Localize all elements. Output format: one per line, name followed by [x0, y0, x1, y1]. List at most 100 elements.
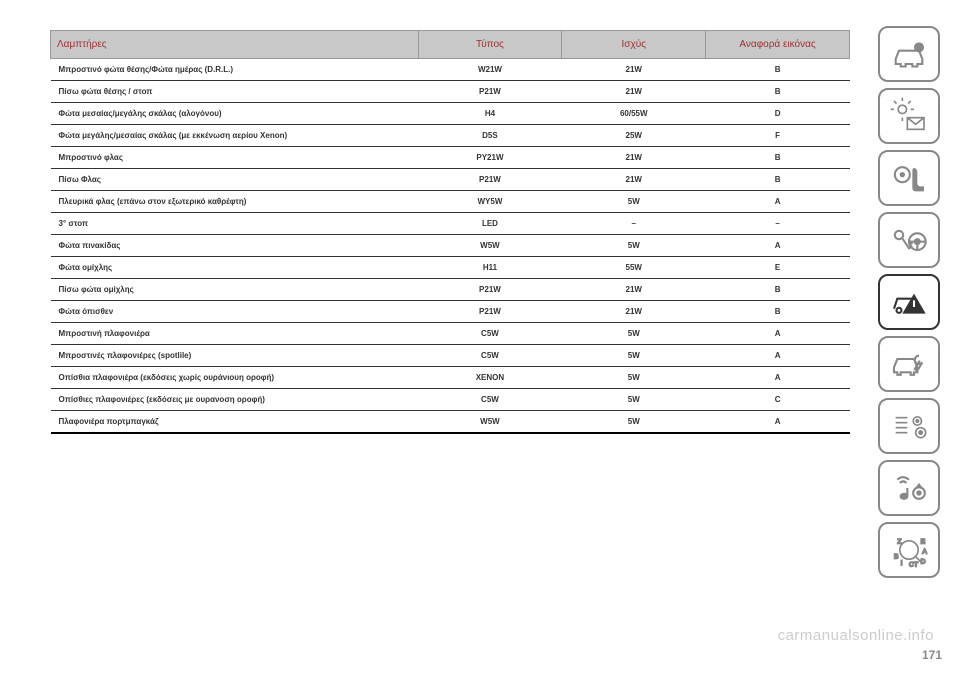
table-cell: 5W	[562, 389, 706, 411]
table-cell: B	[706, 279, 850, 301]
table-cell: Πίσω φώτα ομίχλης	[51, 279, 419, 301]
table-cell: Οπίσθια πλαφονιέρα (εκδόσεις χωρίς ουράν…	[51, 367, 419, 389]
table-cell: Πλευρικά φλας (επάνω στον εξωτερικό καθρ…	[51, 191, 419, 213]
table-cell: P21W	[418, 279, 562, 301]
car-warning-icon[interactable]	[878, 274, 940, 330]
table-cell: P21W	[418, 301, 562, 323]
table-row: Πλαφονιέρα πορτμπαγκάζW5W5WA	[51, 411, 850, 434]
table-cell: Φώτα πινακίδας	[51, 235, 419, 257]
table-body: Μπροστινό φώτα θέσης/Φώτα ημέρας (D.R.L.…	[51, 59, 850, 434]
table-cell: E	[706, 257, 850, 279]
table-row: Μπροστινό φλαςPY21W21WB	[51, 147, 850, 169]
bulb-table: Λαμπτήρες Τύπος Ισχύς Αναφορά εικόνας Μπ…	[50, 30, 850, 434]
table-row: Μπροστινό φώτα θέσης/Φώτα ημέρας (D.R.L.…	[51, 59, 850, 81]
table-cell: A	[706, 345, 850, 367]
table-cell: H4	[418, 103, 562, 125]
col-lamp: Λαμπτήρες	[51, 31, 419, 59]
media-nav-icon[interactable]	[878, 460, 940, 516]
table-cell: A	[706, 235, 850, 257]
table-row: Φώτα μεσαίας/μεγάλης σκάλας (αλογόνου)H4…	[51, 103, 850, 125]
svg-text:I: I	[901, 560, 903, 567]
table-row: 3° στοπLED––	[51, 213, 850, 235]
table-cell: 21W	[562, 59, 706, 81]
table-cell: 21W	[562, 147, 706, 169]
table-cell: W21W	[418, 59, 562, 81]
svg-text:A: A	[922, 548, 927, 555]
table-cell: C5W	[418, 323, 562, 345]
table-row: Πίσω φώτα θέσης / στοπP21W21WB	[51, 81, 850, 103]
table-cell: Φώτα μεγάλης/μεσαίας σκάλας (με εκκένωση…	[51, 125, 419, 147]
table-cell: Οπίσθιες πλαφονιέρες (εκδόσεις με ουρανο…	[51, 389, 419, 411]
table-cell: A	[706, 367, 850, 389]
table-row: Μπροστινή πλαφονιέραC5W5WA	[51, 323, 850, 345]
svg-text:Z: Z	[897, 538, 901, 545]
table-cell: W5W	[418, 235, 562, 257]
table-cell: 21W	[562, 169, 706, 191]
svg-text:B: B	[894, 553, 899, 560]
table-cell: 5W	[562, 345, 706, 367]
table-cell: W5W	[418, 411, 562, 434]
page-number: 171	[922, 648, 942, 662]
table-cell: WY5W	[418, 191, 562, 213]
table-cell: B	[706, 147, 850, 169]
svg-text:T: T	[914, 562, 918, 569]
table-cell: 5W	[562, 191, 706, 213]
table-cell: B	[706, 301, 850, 323]
table-row: Φώτα ομίχληςH1155WE	[51, 257, 850, 279]
col-ref: Αναφορά εικόνας	[706, 31, 850, 59]
bulb-table-page: Λαμπτήρες Τύπος Ισχύς Αναφορά εικόνας Μπ…	[50, 30, 850, 434]
table-cell: 21W	[562, 279, 706, 301]
car-info-icon[interactable]: i	[878, 26, 940, 82]
table-cell: H11	[418, 257, 562, 279]
table-cell: LED	[418, 213, 562, 235]
side-icon-bar: i	[878, 26, 940, 578]
table-cell: PY21W	[418, 147, 562, 169]
table-row: Φώτα όπισθενP21W21WB	[51, 301, 850, 323]
table-header-row: Λαμπτήρες Τύπος Ισχύς Αναφορά εικόνας	[51, 31, 850, 59]
table-cell: Φώτα όπισθεν	[51, 301, 419, 323]
table-cell: D5S	[418, 125, 562, 147]
table-cell: A	[706, 323, 850, 345]
table-row: Μπροστινές πλαφονιέρες (spotlile)C5W5WA	[51, 345, 850, 367]
table-cell: B	[706, 169, 850, 191]
table-cell: Μπροστινό φλας	[51, 147, 419, 169]
table-cell: 25W	[562, 125, 706, 147]
table-cell: Μπροστινές πλαφονιέρες (spotlile)	[51, 345, 419, 367]
table-row: Πλευρικά φλας (επάνω στον εξωτερικό καθρ…	[51, 191, 850, 213]
table-cell: C5W	[418, 389, 562, 411]
table-cell: Πίσω φώτα θέσης / στοπ	[51, 81, 419, 103]
table-cell: Μπροστινό φώτα θέσης/Φώτα ημέρας (D.R.L.…	[51, 59, 419, 81]
svg-text:D: D	[921, 558, 926, 565]
table-cell: 60/55W	[562, 103, 706, 125]
table-cell: 55W	[562, 257, 706, 279]
table-cell: 5W	[562, 411, 706, 434]
table-cell: A	[706, 411, 850, 434]
table-cell: XENON	[418, 367, 562, 389]
table-row: Οπίσθια πλαφονιέρα (εκδόσεις χωρίς ουράν…	[51, 367, 850, 389]
key-wheel-icon[interactable]	[878, 212, 940, 268]
table-cell: Φώτα ομίχλης	[51, 257, 419, 279]
watermark-text: carmanualsonline.info	[778, 627, 934, 644]
table-cell: Μπροστινή πλαφονιέρα	[51, 323, 419, 345]
table-cell: Πλαφονιέρα πορτμπαγκάζ	[51, 411, 419, 434]
settings-gear-icon[interactable]	[878, 398, 940, 454]
table-cell: C5W	[418, 345, 562, 367]
table-cell: 3° στοπ	[51, 213, 419, 235]
table-cell: F	[706, 125, 850, 147]
table-cell: P21W	[418, 169, 562, 191]
airbag-seat-icon[interactable]	[878, 150, 940, 206]
light-mail-icon[interactable]	[878, 88, 940, 144]
table-cell: 5W	[562, 235, 706, 257]
table-cell: P21W	[418, 81, 562, 103]
table-cell: Φώτα μεσαίας/μεγάλης σκάλας (αλογόνου)	[51, 103, 419, 125]
table-cell: –	[562, 213, 706, 235]
table-cell: 5W	[562, 367, 706, 389]
car-service-icon[interactable]	[878, 336, 940, 392]
index-icon[interactable]: Z E B A D I C T	[878, 522, 940, 578]
table-cell: Πίσω Φλας	[51, 169, 419, 191]
table-row: Φώτα πινακίδαςW5W5WA	[51, 235, 850, 257]
table-cell: B	[706, 81, 850, 103]
table-row: Φώτα μεγάλης/μεσαίας σκάλας (με εκκένωση…	[51, 125, 850, 147]
table-cell: D	[706, 103, 850, 125]
table-cell: B	[706, 59, 850, 81]
